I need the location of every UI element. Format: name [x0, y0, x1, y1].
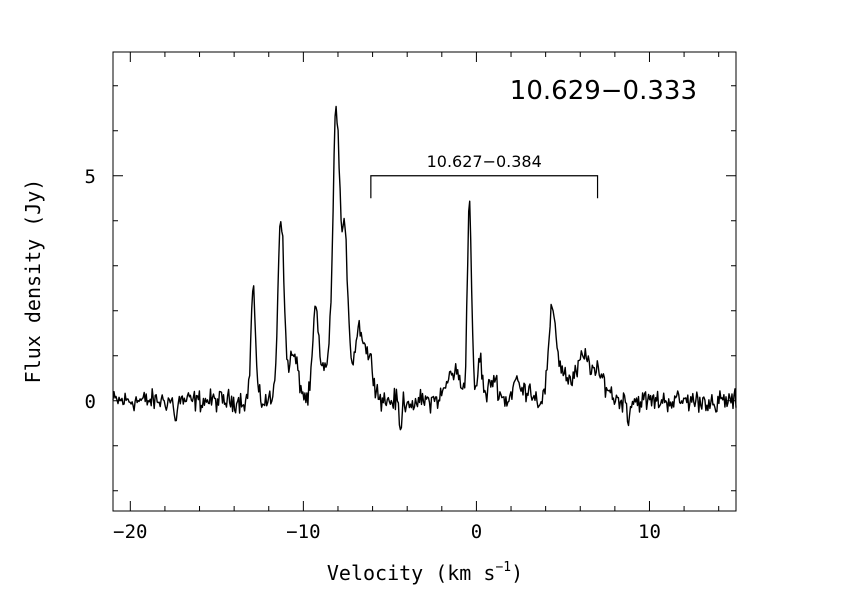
- axis-tick-labels: −20 −10 0 10 0 5: [85, 166, 661, 543]
- plot-frame: [112, 51, 737, 512]
- x-tick-label: −20: [113, 521, 147, 543]
- y-tick-label: 5: [85, 166, 96, 188]
- x-tick-label: 0: [471, 521, 482, 543]
- annotation-label: 10.627−0.384: [427, 152, 542, 171]
- x-tick-label: 10: [638, 521, 661, 543]
- spectrum-line: [112, 105, 737, 431]
- chart-title: 10.629−0.333: [510, 76, 697, 106]
- y-axis-label: Flux density (Jy): [21, 179, 45, 384]
- x-axis-label: Velocity (km s−1): [327, 560, 523, 585]
- axis-ticks: [113, 52, 736, 511]
- x-tick-label: −10: [286, 521, 320, 543]
- y-tick-label: 0: [85, 391, 96, 413]
- annotation-bracket: [370, 175, 599, 199]
